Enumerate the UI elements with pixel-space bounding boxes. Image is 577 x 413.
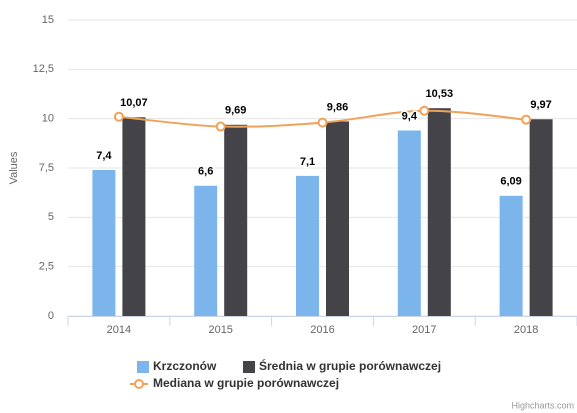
- legend-label: Średnia w grupie porównawczej: [259, 358, 441, 373]
- line-marker: [521, 114, 532, 125]
- y-tick-label: 2,5: [39, 261, 54, 273]
- y-axis-label: Values: [8, 151, 20, 184]
- y-tick-label: 15: [42, 14, 54, 26]
- y-tick-label: 10: [42, 113, 54, 125]
- legend-label: Krzczonów: [153, 359, 217, 373]
- data-label: 10,07: [120, 97, 148, 109]
- data-label: 10,53: [426, 88, 454, 100]
- line-marker: [215, 121, 226, 132]
- x-tick-label: 2017: [412, 324, 436, 336]
- data-label: 9,97: [530, 99, 551, 111]
- data-label: 7,4: [96, 150, 112, 162]
- y-tick-label: 0: [48, 310, 54, 322]
- legend-swatch: [243, 361, 255, 373]
- credits: Highcharts.com: [511, 400, 574, 410]
- x-tick-label: 2015: [208, 324, 232, 336]
- line-marker: [317, 117, 328, 128]
- bar: [92, 169, 116, 316]
- legend-swatch: [137, 361, 149, 373]
- bar: [427, 108, 451, 316]
- bar: [194, 185, 218, 316]
- bar: [122, 117, 146, 316]
- data-label: 7,1: [300, 156, 315, 168]
- x-tick-label: 2014: [107, 324, 131, 336]
- line-marker: [113, 111, 124, 122]
- data-label: 9,69: [225, 105, 246, 117]
- bar: [224, 124, 248, 316]
- bar: [296, 175, 319, 316]
- y-tick-label: 7,5: [39, 162, 54, 174]
- data-label: 6,6: [198, 166, 213, 178]
- legend-marker: [134, 379, 144, 389]
- data-label: 9,86: [327, 101, 348, 113]
- bar: [529, 119, 553, 316]
- bar: [499, 195, 523, 316]
- legend-label: Mediana w grupie porównawczej: [153, 376, 339, 390]
- line-marker: [419, 105, 430, 116]
- y-tick-label: 5: [48, 211, 54, 223]
- bar: [397, 130, 421, 316]
- x-tick-label: 2016: [310, 324, 334, 336]
- x-tick-label: 2018: [514, 324, 538, 336]
- data-label: 9,4: [402, 110, 418, 122]
- data-label: 6,09: [500, 176, 521, 188]
- y-tick-label: 12,5: [33, 63, 54, 75]
- bar: [326, 121, 349, 316]
